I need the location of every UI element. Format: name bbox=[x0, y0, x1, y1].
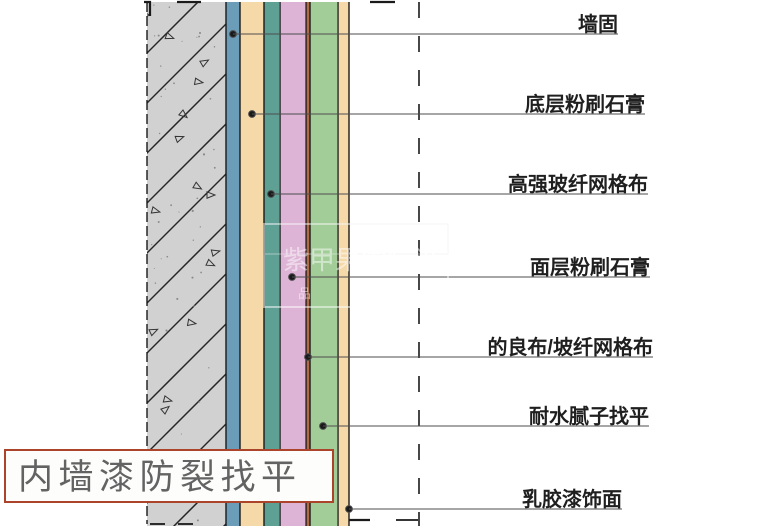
svg-text:墙固: 墙固 bbox=[578, 12, 618, 36]
svg-text:乳胶漆饰面: 乳胶漆饰面 bbox=[522, 487, 622, 511]
svg-text:内墙漆防裂找平: 内墙漆防裂找平 bbox=[18, 458, 302, 497]
svg-text:的良布/坡纤网格布: 的良布/坡纤网格布 bbox=[487, 335, 653, 359]
svg-text:紫甲果国际设计: 紫甲果国际设计 bbox=[283, 245, 465, 275]
svg-text:面层粉刷石膏: 面层粉刷石膏 bbox=[530, 255, 650, 279]
svg-text:耐水腻子找平: 耐水腻子找平 bbox=[529, 404, 649, 428]
svg-text:底层粉刷石膏: 底层粉刷石膏 bbox=[525, 92, 645, 116]
svg-text:高强玻纤网格布: 高强玻纤网格布 bbox=[508, 172, 648, 196]
svg-text:品: 品 bbox=[298, 286, 311, 301]
